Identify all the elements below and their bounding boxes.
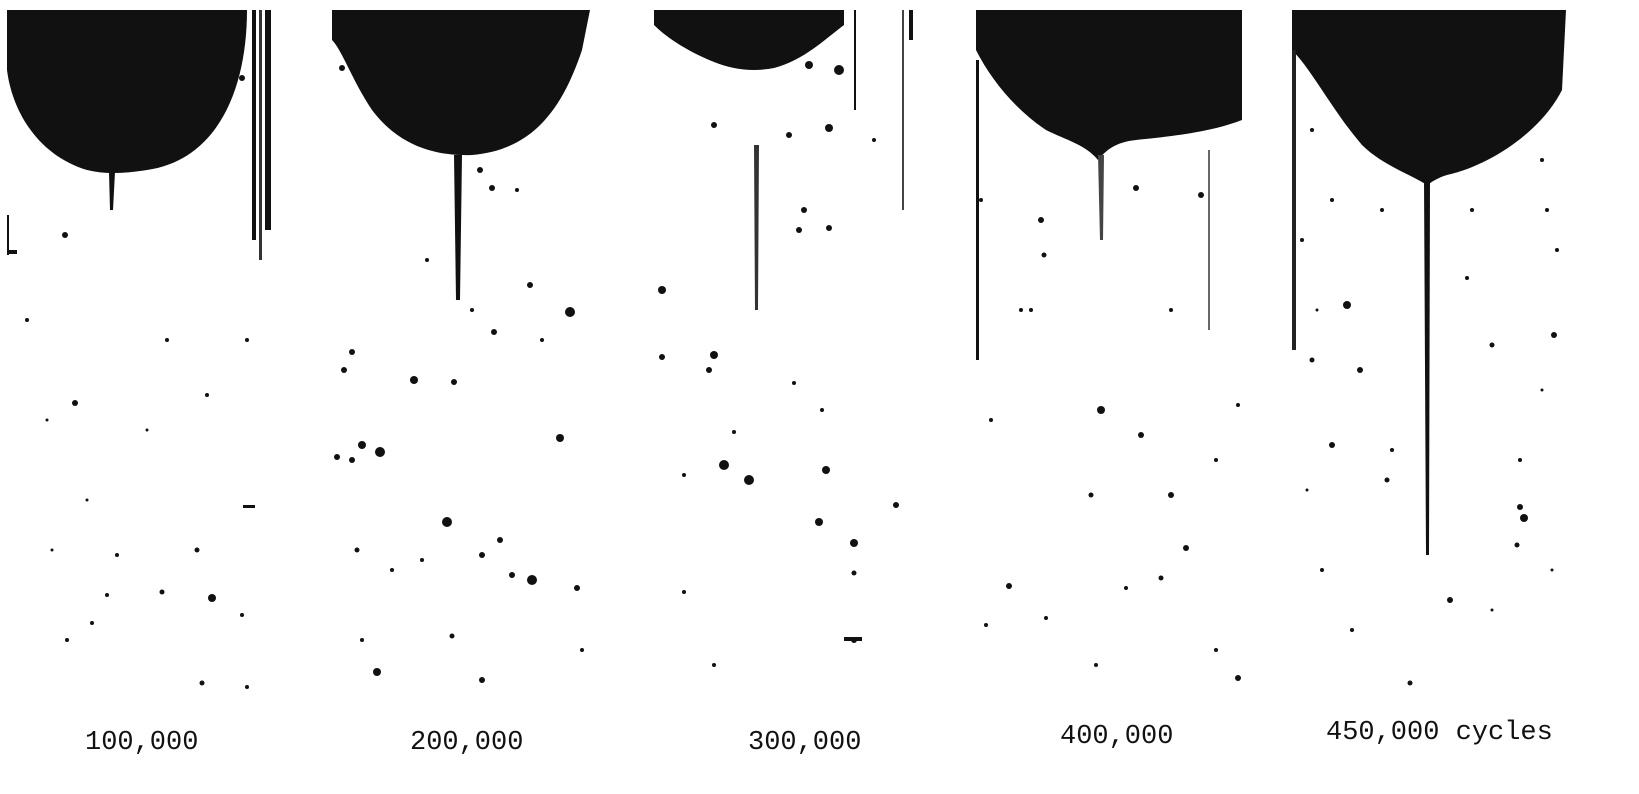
micrograph-300000-image <box>654 10 913 667</box>
micrograph-panel-400000 <box>976 10 1242 690</box>
micrograph-450000-image <box>1292 10 1566 686</box>
micrograph-panel-200000 <box>332 10 590 690</box>
caption-400000: 400,000 <box>1060 722 1174 752</box>
caption-300000: 300,000 <box>748 728 862 758</box>
caption-200000: 200,000 <box>410 728 524 758</box>
micrograph-panel-450000 <box>1292 10 1566 690</box>
caption-100000: 100,000 <box>85 728 199 758</box>
caption-450000-cycles: 450,000 cycles <box>1326 718 1553 748</box>
micrograph-200000-image <box>332 10 590 683</box>
micrograph-100000-image <box>7 10 271 689</box>
micrograph-panel-300000 <box>654 10 916 690</box>
micrograph-400000-image <box>976 10 1242 681</box>
micrograph-panel-100000 <box>7 10 275 690</box>
